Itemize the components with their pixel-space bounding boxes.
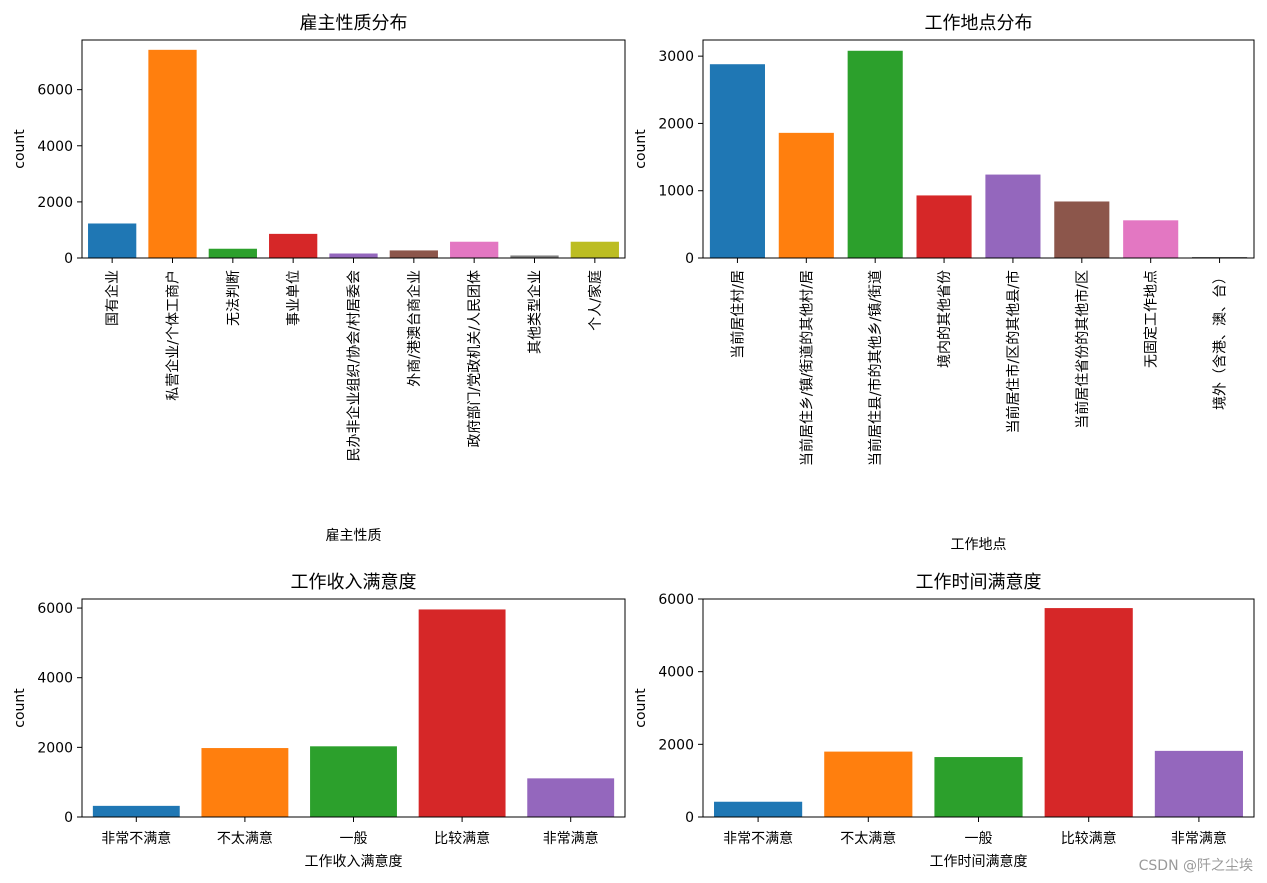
watermark: CSDN @阡之尘埃 xyxy=(1138,858,1253,874)
x-tick-label: 当前居住乡/镇/街道的其他村/居 xyxy=(798,270,815,466)
y-tick-label: 4000 xyxy=(658,665,694,681)
x-tick-label: 私营企业/个体工商户 xyxy=(165,270,182,401)
x-tick-label: 民办非企业组织/协会/村居委会 xyxy=(346,270,363,461)
y-tick-label: 2000 xyxy=(658,116,694,132)
x-axis-label: 雇主性质 xyxy=(326,527,382,544)
subplot-2: 0 1000 2000 3000 当前居住村/居 当前居住乡/镇/街道的其他村/居 当前居住… xyxy=(633,13,1255,553)
chart-title: 雇主性质分布 xyxy=(300,13,408,34)
x-tick-label: 政府部门/党政机关/人民团体 xyxy=(467,270,483,447)
x-axis-label: 工作地点 xyxy=(951,537,1007,553)
x-tick-label: 比较满意 xyxy=(1061,830,1117,847)
subplot-1: 0 2000 4000 6000 国有企业 私营企业/个体工商户 无法判断 事业单位 民办非企业… xyxy=(12,13,626,544)
y-tick-label: 6000 xyxy=(658,592,694,608)
x-axis-label: 工作时间满意度 xyxy=(930,853,1028,870)
y-tick-label: 0 xyxy=(685,251,694,267)
bar-5 xyxy=(329,253,378,258)
y-tick-label: 6000 xyxy=(37,83,73,99)
x-axis-label: 工作收入满意度 xyxy=(305,853,403,870)
x-tick-label: 个人/家庭 xyxy=(587,270,604,331)
y-tick-label: 1000 xyxy=(658,184,694,200)
chart-title: 工作时间满意度 xyxy=(916,572,1042,593)
bar-4 xyxy=(916,195,972,258)
bar-7 xyxy=(450,241,499,258)
chart-title: 工作地点分布 xyxy=(925,13,1033,34)
bar-2 xyxy=(201,748,289,817)
y-tick-label: 4000 xyxy=(37,671,73,687)
y-axis-label: count xyxy=(633,129,649,169)
bar-3 xyxy=(934,757,1023,817)
y-tick-label: 0 xyxy=(64,251,73,267)
x-tick-label: 事业单位 xyxy=(286,270,302,326)
x-tick-label: 非常不满意 xyxy=(723,830,793,847)
x-tick-label: 不太满意 xyxy=(840,830,896,847)
bar-5 xyxy=(1154,750,1243,817)
x-tick-label: 一般 xyxy=(965,831,993,847)
x-tick-label: 境内的其他省份 xyxy=(937,270,953,368)
bar-6 xyxy=(1054,201,1110,258)
bar-8 xyxy=(1192,256,1248,258)
x-tick-label: 非常不满意 xyxy=(101,830,171,847)
x-tick-label: 当前居住市/区的其他县/市 xyxy=(1005,270,1022,433)
bar-3 xyxy=(310,746,397,817)
y-axis-label: count xyxy=(12,129,28,169)
bar-4 xyxy=(418,609,506,817)
axes-frame xyxy=(702,39,1255,259)
bar-1 xyxy=(92,805,180,817)
y-tick-label: 0 xyxy=(64,810,73,826)
x-tick-label: 比较满意 xyxy=(434,830,490,847)
x-tick-label: 不太满意 xyxy=(217,830,273,847)
y-axis-label: count xyxy=(12,688,28,728)
x-tick-label: 外商/港澳台商企业 xyxy=(406,270,423,387)
y-axis-label: count xyxy=(633,688,649,728)
x-tick-label: 境外（含港、澳、台） xyxy=(1213,270,1229,410)
bar-7 xyxy=(1123,220,1179,258)
x-tick-label: 当前居住县/市的其他乡/镇/街道 xyxy=(867,270,884,466)
x-tick-label: 非常满意 xyxy=(1171,830,1227,847)
x-tick-label: 非常满意 xyxy=(543,830,599,847)
chart-title: 工作收入满意度 xyxy=(291,572,417,593)
bar-9 xyxy=(570,241,619,258)
y-tick-label: 6000 xyxy=(37,601,73,617)
y-tick-label: 0 xyxy=(685,810,694,826)
bar-5 xyxy=(985,174,1041,258)
y-tick-label: 3000 xyxy=(658,49,694,65)
bar-3 xyxy=(847,50,903,258)
y-tick-label: 2000 xyxy=(658,737,694,753)
bar-6 xyxy=(389,250,438,258)
x-tick-label: 国有企业 xyxy=(104,270,121,326)
bar-1 xyxy=(714,801,803,817)
x-tick-label: 一般 xyxy=(340,831,368,847)
x-tick-label: 其他类型企业 xyxy=(527,270,544,354)
x-tick-label: 当前居住省份的其他市/区 xyxy=(1074,270,1091,429)
bar-1 xyxy=(709,64,765,258)
y-tick-label: 4000 xyxy=(37,139,73,155)
bar-3 xyxy=(208,248,257,258)
x-tick-label: 当前居住村/居 xyxy=(729,270,746,359)
bar-2 xyxy=(824,751,913,817)
bar-8 xyxy=(510,255,559,258)
bar-1 xyxy=(88,223,137,258)
x-tick-label: 无固定工作地点 xyxy=(1144,270,1160,368)
bar-2 xyxy=(778,132,834,258)
bar-5 xyxy=(527,778,615,817)
y-tick-label: 2000 xyxy=(37,740,73,756)
bar-4 xyxy=(269,233,318,258)
x-tick-label: 无法判断 xyxy=(226,270,242,326)
bar-2 xyxy=(148,49,197,258)
y-tick-label: 2000 xyxy=(37,195,73,211)
bar-4 xyxy=(1044,608,1133,817)
